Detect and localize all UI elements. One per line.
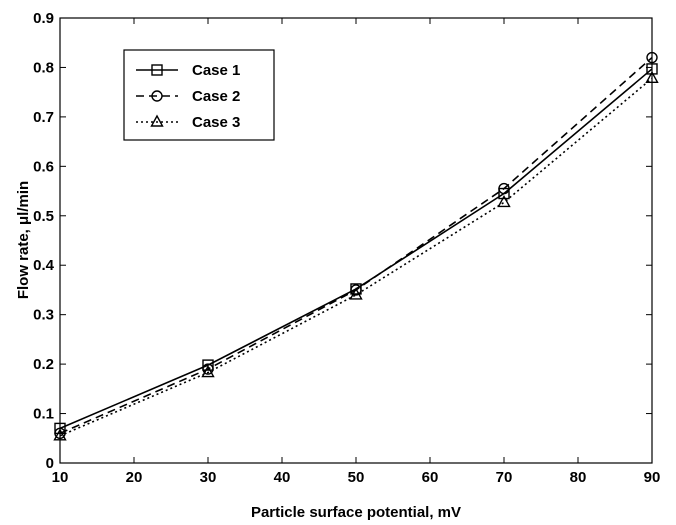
data-point: [645, 70, 659, 84]
legend-label: Case 3: [192, 114, 240, 131]
data-point: [202, 359, 214, 371]
x-tick-label: 50: [348, 469, 365, 486]
legend-entry: Case 3: [136, 114, 240, 131]
y-tick-label: 0.6: [33, 158, 54, 175]
series-layer: [53, 51, 659, 441]
legend-marker: [151, 90, 163, 102]
y-tick-label: 0.4: [33, 257, 55, 274]
data-point: [349, 287, 363, 300]
data-point: [54, 422, 66, 435]
x-tick-label: 90: [644, 469, 661, 486]
x-tick-label: 40: [274, 469, 291, 486]
data-point: [497, 194, 511, 208]
legend-items: Case 1 Case 2 Case 3: [136, 62, 240, 131]
series-line: [59, 77, 653, 437]
y-tick-label: 0.9: [33, 10, 54, 27]
x-tick-label: 80: [570, 469, 587, 486]
y-tick-label: 0.8: [33, 59, 54, 76]
series-3: [53, 70, 659, 441]
data-point: [53, 428, 67, 441]
y-tick-label: 0.3: [33, 307, 54, 324]
y-axis-label: Flow rate, μl/min: [15, 181, 32, 299]
x-tick-label: 70: [496, 469, 513, 486]
x-axis-label: Particle surface potential, mV: [251, 504, 461, 521]
y-tick-label: 0.2: [33, 356, 54, 373]
axis-ticks: 10 20 30 40 50 60 70 80 90 0 0.1 0.2 0.3 0.4 0.5 0.6 0.7…: [33, 10, 660, 486]
legend-label: Case 1: [192, 62, 240, 79]
x-tick-label: 30: [200, 469, 217, 486]
x-tick-label: 20: [126, 469, 143, 486]
legend-entry: Case 2: [136, 88, 240, 105]
legend-marker: [150, 114, 164, 127]
data-point: [646, 63, 658, 75]
legend-entry: Case 1: [136, 62, 240, 79]
data-point: [201, 365, 215, 378]
y-tick-label: 0: [46, 455, 54, 472]
legend-marker: [151, 64, 163, 76]
data-point: [350, 284, 362, 296]
legend-box: [123, 49, 275, 141]
y-tick-label: 0.7: [33, 109, 54, 126]
legend: Case 1 Case 2 Case 3: [123, 49, 275, 141]
x-tick-label: 10: [52, 469, 69, 486]
data-point: [498, 182, 510, 195]
y-tick-label: 0.1: [33, 406, 54, 423]
legend-label: Case 2: [192, 88, 240, 105]
y-tick-label: 0.5: [33, 208, 54, 225]
x-tick-label: 60: [422, 469, 439, 486]
data-point: [646, 51, 658, 64]
